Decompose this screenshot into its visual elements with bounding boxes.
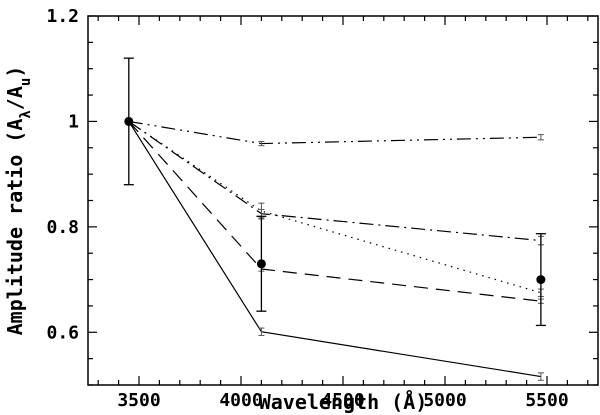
series-line — [128, 120, 542, 294]
y-axis-label-sub2: u — [18, 78, 34, 86]
series-line — [128, 121, 541, 302]
series-points — [123, 57, 546, 327]
x-tick-label: 5500 — [525, 390, 568, 411]
y-axis-label-suffix: ) — [3, 66, 27, 78]
y-tick-label: 0.6 — [46, 322, 79, 343]
y-axis-label-mid: /A — [3, 86, 27, 110]
series-dotted — [128, 120, 544, 297]
x-tick-label: 4500 — [321, 390, 364, 411]
data-point — [536, 275, 546, 285]
series-dash-dot — [128, 120, 544, 246]
plot-frame — [87, 15, 599, 386]
y-axis-label-prefix: Amplitude ratio (A — [3, 119, 27, 336]
series-line — [128, 121, 541, 378]
x-tick-label: 5000 — [423, 390, 466, 411]
y-tick-label: 1 — [68, 111, 79, 132]
data-point — [124, 116, 134, 126]
x-axis-label: Wavelength (Å) — [259, 390, 428, 414]
y-tick-label: 0.8 — [46, 217, 79, 238]
y-tick-label: 1.2 — [46, 6, 79, 27]
axis-ticks: 3500 4000 4500 5000 5500 0.6 0.8 1 1.2 — [46, 6, 598, 411]
x-tick-label: 3500 — [117, 390, 160, 411]
y-axis-label: Amplitude ratio (Aλ/Au) — [3, 66, 34, 336]
series-dashed — [128, 121, 544, 304]
y-axis-label-sub1: λ — [18, 110, 34, 118]
data-layer — [123, 57, 546, 381]
series-line — [128, 120, 541, 145]
data-point — [256, 259, 266, 269]
x-tick-label: 4000 — [219, 390, 262, 411]
series-dash-dot-dot — [128, 120, 544, 147]
series-line — [128, 120, 541, 242]
series-solid — [128, 121, 544, 381]
